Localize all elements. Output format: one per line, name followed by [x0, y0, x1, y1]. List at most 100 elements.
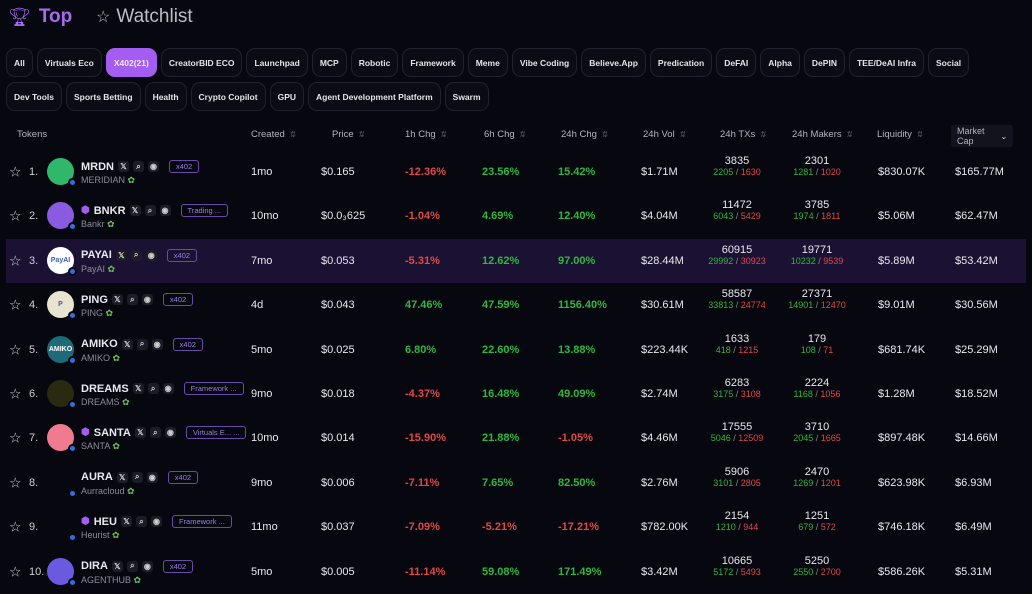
search-icon[interactable]: ⌕ — [126, 560, 138, 572]
col-created[interactable]: Created ⇅ — [251, 129, 296, 140]
search-icon[interactable]: ⌕ — [130, 249, 142, 261]
tab-predication[interactable]: Predication — [649, 48, 713, 77]
table-row[interactable]: ☆ 2. ⬢ BNKR 𝕏 ⌕ ◉ Trading ... Bankr ✿ 10mo $0.0₃62… — [6, 194, 1026, 238]
tab-crypto-copilot[interactable]: Crypto Copilot — [190, 82, 266, 111]
token-symbol[interactable]: PAYAI — [81, 249, 112, 262]
token-symbol[interactable]: DIRA — [81, 560, 108, 573]
col-liquidity[interactable]: Liquidity ⇅ — [877, 129, 923, 140]
globe-icon[interactable]: ◉ — [151, 338, 163, 350]
tab-dev-tools[interactable]: Dev Tools — [6, 82, 62, 111]
table-row[interactable]: ☆ 1. MRDN 𝕏 ⌕ ◉ x402 MERIDIAN ✿ 1mo $0.165 -12.36%… — [6, 150, 1026, 194]
col-1h-chg[interactable]: 1h Chg ⇅ — [405, 129, 446, 140]
x-icon[interactable]: 𝕏 — [116, 471, 128, 483]
token-name-line[interactable]: PING 𝕏 ⌕ ◉ x402 — [81, 293, 194, 307]
search-icon[interactable]: ⌕ — [131, 471, 143, 483]
table-row[interactable]: ☆ 8. AURA 𝕏 ⌕ ◉ x402 Aurracloud ✿ 9mo $0.006 -7.11… — [6, 461, 1026, 505]
token-symbol[interactable]: AMIKO — [81, 338, 118, 351]
search-icon[interactable]: ⌕ — [126, 294, 138, 306]
token-name-line[interactable]: ⬢ BNKR 𝕏 ⌕ ◉ Trading ... — [81, 204, 229, 218]
tab-defai[interactable]: DeFAI — [716, 48, 757, 77]
tab-health[interactable]: Health — [144, 82, 187, 111]
token-symbol[interactable]: BNKR — [93, 204, 126, 217]
token-symbol[interactable]: MRDN — [81, 160, 114, 173]
x-icon[interactable]: 𝕏 — [111, 560, 123, 572]
tab-swarm[interactable]: Swarm — [444, 82, 489, 111]
tab-gpu[interactable]: GPU — [269, 82, 304, 111]
table-row[interactable]: ☆ 9. ⬢ HEU 𝕏 ⌕ ◉ Framework ... Heurist ✿ 11mo $0.0… — [6, 505, 1026, 549]
tab-believe-app[interactable]: Believe.App — [581, 48, 646, 77]
search-icon[interactable]: ⌕ — [149, 427, 161, 439]
tab-mcp[interactable]: MCP — [311, 48, 347, 77]
watchlist-star-icon[interactable]: ☆ — [9, 163, 22, 180]
x-icon[interactable]: 𝕏 — [120, 516, 132, 528]
x-icon[interactable]: 𝕏 — [118, 161, 129, 172]
watchlist-star-icon[interactable]: ☆ — [9, 474, 22, 491]
watchlist-star-icon[interactable]: ☆ — [9, 296, 22, 313]
watchlist-star-icon[interactable]: ☆ — [9, 207, 22, 224]
table-row[interactable]: ☆ 10. DIRA 𝕏 ⌕ ◉ x402 AGENTHUB ✿ 5mo $0.005 -11.14… — [6, 550, 1026, 594]
token-name-line[interactable]: PAYAI 𝕏 ⌕ ◉ x402 — [81, 248, 198, 262]
search-icon[interactable]: ⌕ — [147, 383, 159, 394]
token-name-line[interactable]: AURA 𝕏 ⌕ ◉ x402 — [81, 470, 199, 484]
tab-depin[interactable]: DePIN — [803, 48, 845, 77]
top-tab[interactable]: 🏆︎ Top — [8, 6, 72, 28]
globe-icon[interactable]: ◉ — [148, 161, 159, 172]
tab-launchpad[interactable]: Launchpad — [246, 48, 308, 77]
tab-agent-development-platform[interactable]: Agent Development Platform — [308, 82, 441, 111]
tab-vibe-coding[interactable]: Vibe Coding — [511, 48, 578, 77]
token-symbol[interactable]: AURA — [81, 471, 113, 484]
x-icon[interactable]: 𝕏 — [121, 338, 133, 350]
search-icon[interactable]: ⌕ — [133, 161, 144, 172]
token-symbol[interactable]: PING — [81, 293, 108, 306]
tab-robotic[interactable]: Robotic — [350, 48, 399, 77]
token-symbol[interactable]: HEU — [93, 515, 117, 528]
table-row[interactable]: ☆ 4. P PING 𝕏 ⌕ ◉ x402 PING ✿ 4d $0.043 47.46% 47.59… — [6, 283, 1026, 327]
table-row[interactable]: ☆ 3. PayAI PAYAI 𝕏 ⌕ ◉ x402 PayAI ✿ 7mo $0.053 -5.3… — [6, 238, 1026, 283]
x-icon[interactable]: 𝕏 — [134, 427, 146, 439]
globe-icon[interactable]: ◉ — [141, 294, 153, 306]
x-icon[interactable]: 𝕏 — [111, 294, 123, 306]
watchlist-star-icon[interactable]: ☆ — [9, 563, 22, 580]
x-icon[interactable]: 𝕏 — [129, 205, 141, 217]
search-icon[interactable]: ⌕ — [144, 205, 156, 217]
col-24h-makers[interactable]: 24h Makers ⇅ — [792, 129, 852, 140]
watchlist-star-icon[interactable]: ☆ — [9, 385, 22, 402]
token-name-line[interactable]: DIRA 𝕏 ⌕ ◉ x402 — [81, 559, 194, 573]
col-price[interactable]: Price ⇅ — [332, 129, 364, 140]
globe-icon[interactable]: ◉ — [159, 205, 171, 217]
table-row[interactable]: ☆ 6. DREAMS 𝕏 ⌕ ◉ Framework ... DREAMS ✿ 9mo $0.0… — [6, 372, 1026, 416]
tab-alpha[interactable]: Alpha — [760, 48, 800, 77]
watchlist-star-icon[interactable]: ☆ — [9, 252, 22, 269]
tab-sports-betting[interactable]: Sports Betting — [66, 82, 141, 111]
tab-tee-deai-infra[interactable]: TEE/DeAI Infra — [848, 48, 925, 77]
token-name-line[interactable]: AMIKO 𝕏 ⌕ ◉ x402 — [81, 337, 203, 351]
globe-icon[interactable]: ◉ — [145, 249, 157, 261]
watchlist-tab[interactable]: ☆ Watchlist — [96, 6, 193, 28]
tab-x402-21-[interactable]: X402(21) — [105, 48, 157, 77]
tab-creatorbid-eco[interactable]: CreatorBID ECO — [160, 48, 243, 77]
globe-icon[interactable]: ◉ — [150, 516, 162, 528]
col-24h-vol[interactable]: 24h Vol ⇅ — [643, 129, 685, 140]
table-row[interactable]: ☆ 5. AMIKO AMIKO 𝕏 ⌕ ◉ x402 AMIKO ✿ 5mo $0.025 6.80… — [6, 328, 1026, 372]
globe-icon[interactable]: ◉ — [162, 383, 174, 394]
search-icon[interactable]: ⌕ — [135, 516, 147, 528]
tab-social[interactable]: Social — [928, 48, 970, 77]
tab-meme[interactable]: Meme — [467, 48, 508, 77]
watchlist-star-icon[interactable]: ☆ — [9, 518, 22, 535]
x-icon[interactable]: 𝕏 — [115, 249, 127, 261]
tab-all[interactable]: All — [6, 48, 33, 77]
globe-icon[interactable]: ◉ — [146, 471, 158, 483]
watchlist-star-icon[interactable]: ☆ — [9, 429, 22, 446]
table-row[interactable]: ☆ 7. ⬢ SANTA 𝕏 ⌕ ◉ Virtuals E... ... SANTA ✿ 10mo… — [6, 416, 1026, 460]
x-icon[interactable]: 𝕏 — [132, 383, 144, 394]
token-symbol[interactable]: DREAMS — [81, 382, 129, 395]
col-24h-chg[interactable]: 24h Chg ⇅ — [561, 129, 608, 140]
token-name-line[interactable]: MRDN 𝕏 ⌕ ◉ x402 — [81, 160, 200, 173]
token-symbol[interactable]: SANTA — [93, 426, 131, 439]
col-6h-chg[interactable]: 6h Chg ⇅ — [484, 129, 525, 140]
watchlist-star-icon[interactable]: ☆ — [9, 341, 22, 358]
search-icon[interactable]: ⌕ — [136, 338, 148, 350]
globe-icon[interactable]: ◉ — [164, 427, 176, 439]
token-name-line[interactable]: ⬢ HEU 𝕏 ⌕ ◉ Framework ... — [81, 515, 232, 529]
tab-framework[interactable]: Framework — [402, 48, 464, 77]
